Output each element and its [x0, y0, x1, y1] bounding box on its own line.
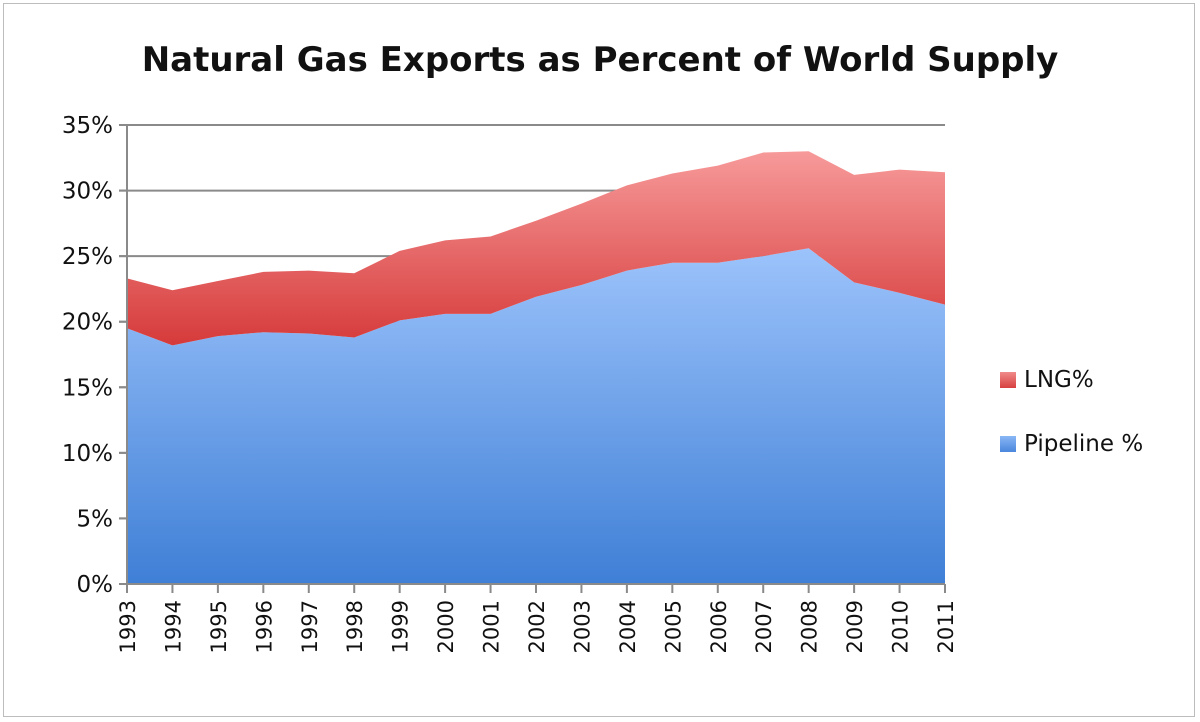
chart-title: Natural Gas Exports as Percent of World … — [141, 40, 1059, 80]
legend-label-lng: LNG% — [1024, 367, 1094, 393]
x-tick-label: 1994 — [161, 600, 185, 653]
x-tick-label: 1998 — [343, 600, 367, 653]
x-tick-label: 1995 — [207, 600, 231, 653]
y-tick-label: 0% — [77, 572, 114, 598]
x-tick-label: 2005 — [661, 600, 685, 653]
y-tick-label: 30% — [62, 179, 113, 205]
x-tick-label: 2011 — [934, 600, 958, 653]
x-tick-label: 2002 — [525, 600, 549, 653]
legend: LNG% Pipeline % — [1000, 365, 1143, 493]
legend-label-pipeline: Pipeline % — [1024, 431, 1144, 457]
legend-item-pipeline: Pipeline % — [1000, 429, 1143, 459]
y-tick-label: 35% — [62, 113, 113, 139]
x-tick-label: 2006 — [707, 600, 731, 653]
x-tick-label: 2001 — [480, 600, 504, 653]
x-tick-label: 2008 — [798, 600, 822, 653]
x-tick-label: 2003 — [570, 600, 594, 653]
y-tick-label: 10% — [62, 441, 113, 467]
x-tick-label: 1997 — [298, 600, 322, 653]
x-tick-label: 1999 — [389, 600, 413, 653]
x-tick-label: 2004 — [616, 600, 640, 653]
legend-swatch-lng — [1000, 372, 1016, 388]
x-tick-label: 2007 — [752, 600, 776, 653]
legend-item-lng: LNG% — [1000, 365, 1143, 395]
y-tick-label: 5% — [77, 506, 114, 532]
area-pipeline — [127, 248, 945, 584]
y-tick-label: 25% — [62, 244, 113, 270]
legend-swatch-pipeline — [1000, 436, 1016, 452]
x-tick-label: 2010 — [889, 600, 913, 653]
area-lng — [127, 151, 945, 346]
x-tick-label: 2000 — [434, 600, 458, 653]
x-tick-label: 2009 — [843, 600, 867, 653]
chart-frame — [3, 3, 1195, 717]
y-tick-label: 15% — [62, 375, 113, 401]
x-tick-label: 1993 — [116, 600, 140, 653]
y-tick-label: 20% — [62, 310, 113, 336]
x-tick-label: 1996 — [252, 600, 276, 653]
